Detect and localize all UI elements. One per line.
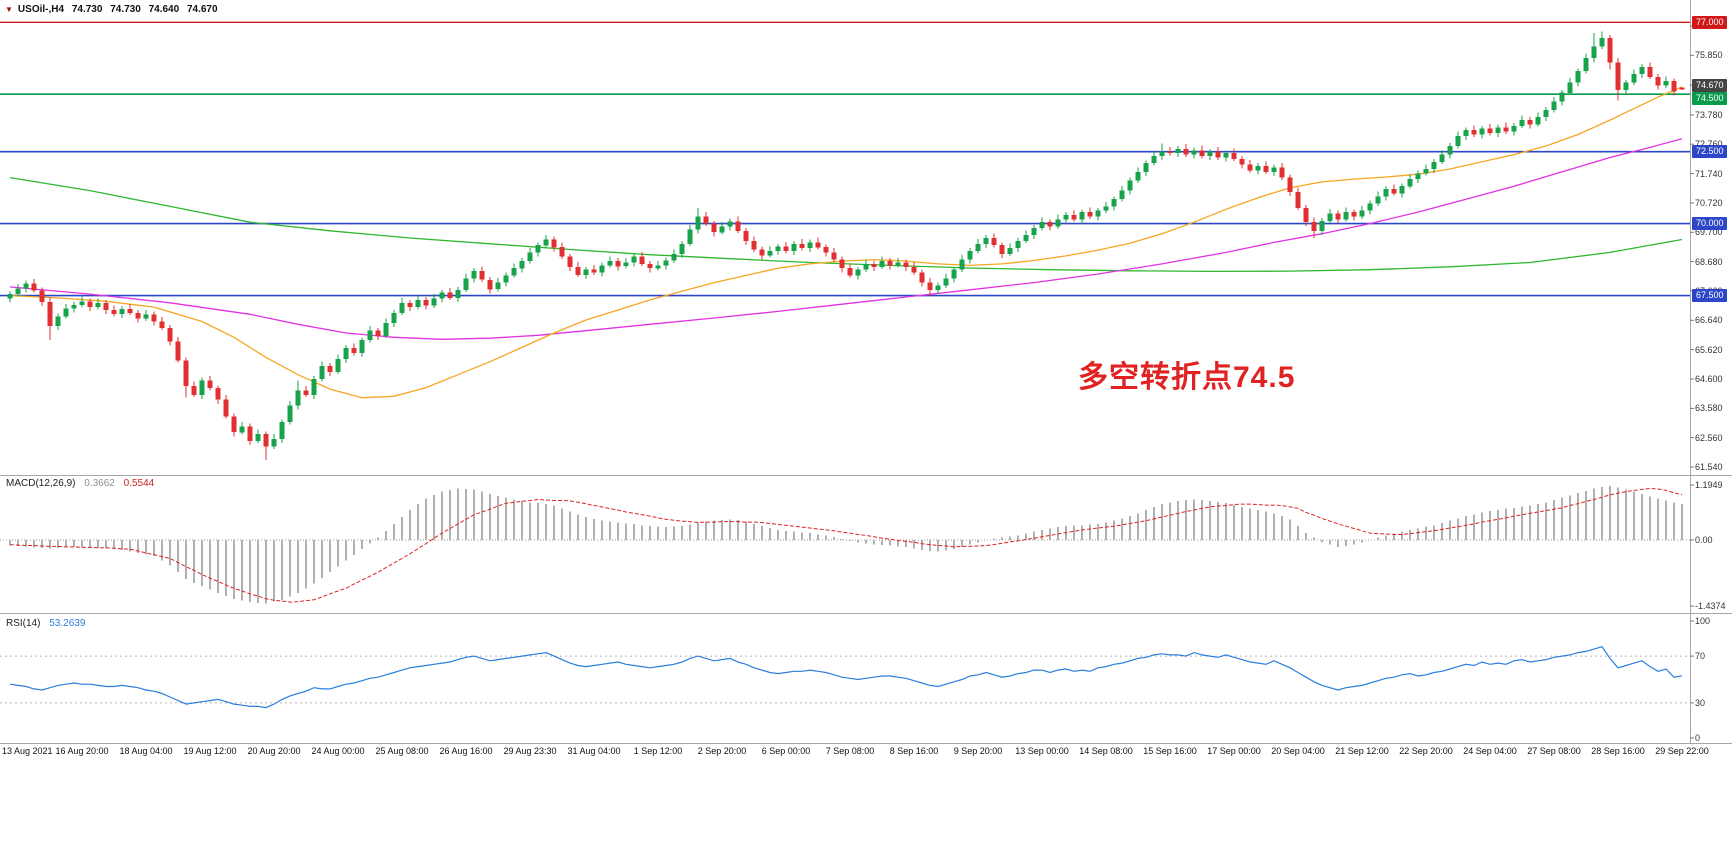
macd-main-value: 0.3662	[84, 478, 115, 489]
macd-histogram	[9, 485, 1683, 604]
macd-header: MACD(12,26,9) 0.3662 0.5544	[6, 478, 160, 489]
ma-fast-orange	[9, 86, 1683, 399]
ohlc-header: ▼ USOil-,H4 74.730 74.730 74.640 74.670	[5, 4, 223, 15]
ohlc-open-value: 74.730	[71, 4, 103, 15]
rsi-label: RSI(14)	[6, 618, 41, 629]
ohlc-high-value: 74.730	[110, 4, 141, 15]
rsi-line	[9, 645, 1683, 709]
ohlc-close-value: 74.670	[186, 4, 218, 15]
annotation-text: 多空转折点74.5	[1078, 361, 1296, 394]
ma-slow-green	[9, 176, 1683, 273]
symbol-timeframe-label: USOil-,H4	[17, 4, 65, 15]
ma-mid-magenta	[9, 138, 1683, 340]
rsi-header: RSI(14) 53.2639	[6, 618, 91, 629]
ohlc-low-value: 74.640	[148, 4, 180, 15]
macd-signal-value: 0.5544	[123, 478, 155, 489]
macd-label: MACD(12,26,9)	[6, 478, 76, 489]
symbol-dropdown-icon: ▼	[5, 5, 13, 14]
macd-signal-line	[9, 487, 1683, 603]
rsi-value: 53.2639	[49, 618, 86, 629]
candlestick-series	[7, 31, 1685, 461]
